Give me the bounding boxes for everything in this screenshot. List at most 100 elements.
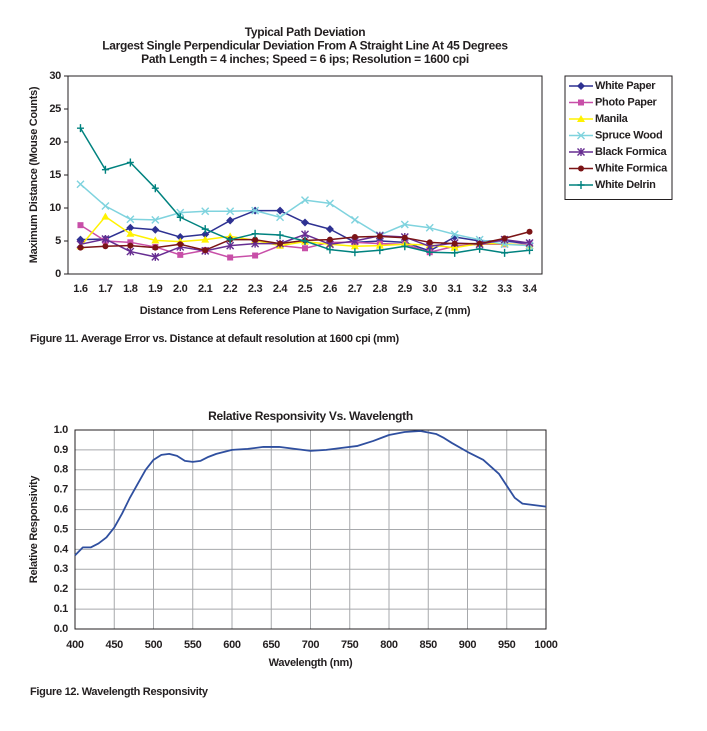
marker — [252, 236, 259, 243]
x-tick-label: 500 — [145, 639, 163, 651]
y-tick-label: 0.9 — [54, 444, 69, 456]
marker — [151, 215, 160, 224]
x-tick-label: 850 — [420, 639, 438, 651]
marker — [76, 124, 84, 133]
x-tick-label: 2.7 — [348, 283, 363, 295]
x-tick-label: 2.1 — [198, 283, 213, 295]
y-tick-label: 0.1 — [54, 603, 69, 615]
legend-marker — [577, 82, 585, 90]
marker — [277, 240, 284, 247]
y-tick-label: 0.6 — [54, 504, 69, 516]
marker — [176, 213, 184, 222]
marker — [227, 254, 234, 261]
legend-marker — [577, 115, 585, 122]
x-tick-label: 2.5 — [298, 283, 313, 295]
x-tick-label: 1.7 — [98, 283, 113, 295]
y-tick-label: 0.2 — [54, 583, 69, 595]
x-tick-label: 1.8 — [123, 283, 138, 295]
x-tick-label: 3.2 — [472, 283, 487, 295]
marker — [450, 243, 459, 251]
legend-label: White Formica — [595, 162, 668, 174]
marker — [126, 223, 135, 232]
marker — [526, 246, 534, 255]
plot-area — [67, 75, 543, 275]
marker — [127, 239, 134, 246]
x-tick-label: 2.0 — [173, 283, 188, 295]
marker — [276, 206, 285, 215]
marker — [251, 229, 259, 238]
marker — [426, 248, 434, 257]
legend-label: Photo Paper — [595, 96, 658, 108]
y-axis-label: Maximum Distance (Mouse Counts) — [28, 86, 40, 263]
marker — [226, 207, 235, 216]
legend-label: Spruce Wood — [595, 129, 662, 141]
marker — [400, 220, 409, 229]
x-tick-label: 700 — [302, 639, 320, 651]
marker — [177, 251, 184, 258]
marker — [202, 247, 209, 254]
series-line — [74, 430, 547, 557]
x-tick-label: 2.2 — [223, 283, 238, 295]
marker — [101, 165, 109, 174]
chart-title: Relative Responsivity Vs. Wavelength — [208, 409, 413, 423]
x-tick-label: 750 — [341, 639, 359, 651]
legend-label: Manila — [595, 113, 629, 125]
marker — [526, 228, 533, 235]
marker — [450, 230, 459, 239]
x-tick-label: 1000 — [534, 639, 557, 651]
marker — [276, 213, 285, 222]
marker — [226, 216, 235, 225]
marker — [126, 247, 135, 256]
marker — [101, 235, 110, 244]
marker — [301, 196, 309, 205]
marker — [325, 225, 334, 234]
y-tick-label: 0.7 — [54, 484, 69, 496]
marker — [301, 237, 309, 245]
marker — [201, 230, 210, 239]
y-axis-label: Relative Responsivity — [28, 475, 40, 584]
figure-caption: Figure 12. Wavelength Responsivity — [30, 686, 209, 698]
y-tick-label: 0 — [55, 268, 61, 280]
x-tick-label: 3.3 — [497, 283, 512, 295]
marker — [77, 244, 84, 251]
marker — [301, 218, 309, 227]
y-tick-label: 0.5 — [54, 523, 69, 535]
marker — [201, 207, 210, 216]
marker — [426, 239, 433, 246]
x-tick-label: 400 — [66, 639, 84, 651]
marker — [351, 234, 358, 241]
legend-label: White Paper — [595, 80, 656, 92]
marker — [76, 180, 85, 189]
legend-marker — [577, 181, 585, 189]
marker — [276, 231, 284, 240]
marker — [376, 233, 383, 240]
x-tick-label: 2.4 — [273, 283, 289, 295]
marker — [151, 236, 160, 244]
marker — [101, 202, 110, 211]
marker — [201, 225, 209, 234]
marker — [451, 248, 459, 257]
marker — [176, 233, 185, 242]
marker — [525, 238, 534, 247]
marker — [126, 229, 135, 237]
y-tick-label: 0.8 — [54, 464, 69, 476]
chart-subtitle: Path Length = 4 inches; Speed = 6 ips; R… — [141, 52, 469, 66]
marker — [326, 245, 334, 254]
x-tick-label: 3.4 — [522, 283, 538, 295]
marker — [376, 246, 384, 255]
marker — [501, 248, 509, 257]
marker — [375, 241, 384, 249]
figure-caption: Figure 11. Average Error vs. Distance at… — [30, 333, 399, 345]
marker — [476, 244, 484, 253]
y-tick-label: 5 — [55, 235, 61, 247]
marker — [401, 234, 408, 241]
y-tick-label: 0.3 — [54, 563, 69, 575]
marker — [126, 215, 135, 224]
marker — [252, 252, 259, 259]
x-tick-label: 600 — [223, 639, 241, 651]
marker — [151, 184, 159, 193]
marker — [351, 248, 359, 257]
legend-marker — [578, 165, 584, 172]
x-tick-label: 650 — [263, 639, 281, 651]
